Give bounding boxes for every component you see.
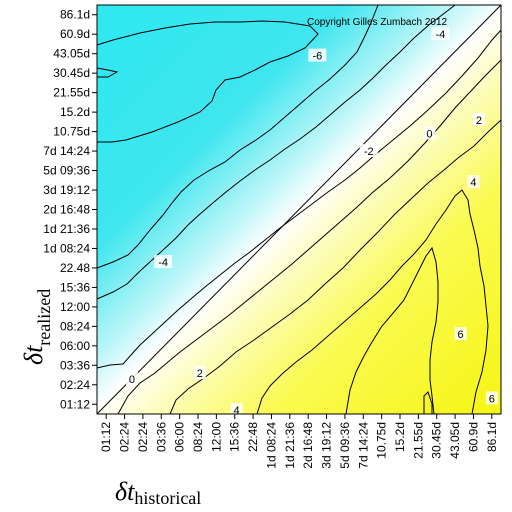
contour-label-bg — [308, 48, 327, 62]
contour-label: 0 — [129, 374, 135, 386]
contour-line — [169, 119, 502, 415]
contour-label-bg — [359, 144, 378, 158]
contour-label-bg — [125, 371, 138, 385]
x-tick-label: 43.05d — [448, 422, 462, 459]
svg-text:δthistorical: δthistorical — [115, 477, 201, 508]
y-tick-label: 15.2d — [60, 105, 90, 119]
y-tick-label: 06:00 — [60, 339, 90, 353]
x-axis-title-main: δt — [115, 477, 135, 506]
x-tick-label: 30.45d — [430, 422, 444, 459]
x-tick-label: 3d 19:12 — [320, 422, 334, 469]
contour-line — [96, 29, 502, 369]
y-axis-title-sub: realized — [34, 289, 54, 346]
y-tick-label: 1d 21:36 — [43, 222, 90, 236]
contour-labels: -4 -6 -2 0 2 4 -4 6 0 2 4 6 — [125, 27, 498, 417]
y-tick-label: 7d 14:24 — [43, 144, 90, 158]
contour-label-bg — [467, 175, 480, 189]
contour-label-bg — [230, 403, 243, 417]
y-tick-label: 03:36 — [60, 358, 90, 372]
contour-label: -4 — [436, 29, 446, 41]
svg-text:δtrealized: δtrealized — [19, 289, 54, 365]
y-tick-label: 5d 09:36 — [43, 164, 90, 178]
contour-label: 2 — [476, 115, 482, 127]
plot-area: -4 -6 -2 0 2 4 -4 6 0 2 4 6 Copyright Gilles Zumbac… — [96, 4, 502, 417]
contour-label: -4 — [158, 257, 168, 269]
y-tick-label: 12:00 — [60, 300, 90, 314]
x-tick-label: 10.75d — [375, 422, 389, 459]
x-tick-label: 22:48 — [246, 422, 260, 452]
x-tick-label: 02:24 — [118, 422, 132, 452]
y-tick-label: 21.55d — [53, 86, 90, 100]
contour-line — [117, 59, 502, 415]
y-tick-label: 1d 08:24 — [43, 241, 90, 255]
y-tick-label: 30.45d — [53, 66, 90, 80]
contour-label: 2 — [197, 368, 203, 380]
y-tick-label: 10.75d — [53, 125, 90, 139]
x-axis: 01:12 02:24 02:24 03:36 06:00 08:24 12:00 15:36… — [99, 414, 499, 469]
contour-label-bg — [193, 366, 206, 380]
contour-label: -2 — [364, 146, 374, 158]
y-tick-label: 02:24 — [60, 378, 90, 392]
x-tick-label: 15:36 — [228, 422, 242, 452]
y-tick-label: 60.9d — [60, 27, 90, 41]
contour-label: 6 — [458, 329, 464, 341]
x-tick-label: 01:12 — [99, 422, 113, 452]
contour-label-bg — [472, 112, 485, 126]
contour-label: 0 — [426, 129, 432, 141]
y-tick-label: 01:12 — [60, 397, 90, 411]
y-tick-label: 15:36 — [60, 280, 90, 294]
contour-label-bg — [454, 327, 467, 341]
x-tick-label: 86.1d — [485, 422, 499, 452]
x-tick-label: 12:00 — [209, 422, 223, 452]
y-tick-label: 86.1d — [60, 8, 90, 22]
x-tick-label: 7d 14:24 — [356, 422, 370, 469]
contour-line — [96, 67, 119, 78]
contour-label: -6 — [312, 51, 322, 63]
y-tick-label: 2d 16:48 — [43, 203, 90, 217]
copyright-text: Copyright Gilles Zumbach 2012 — [307, 17, 448, 28]
x-tick-label: 02:24 — [136, 422, 150, 452]
x-tick-label: 06:00 — [173, 422, 187, 452]
contour-label: 4 — [234, 405, 240, 417]
y-tick-label: 22.48 — [60, 261, 90, 275]
contour-label-bg — [485, 391, 498, 405]
y-tick-label: 43.05d — [53, 47, 90, 61]
contour-line — [256, 189, 489, 415]
contour-label-bg — [431, 27, 450, 41]
x-tick-label: 03:36 — [154, 422, 168, 452]
contour-label: 6 — [489, 393, 495, 405]
y-axis-title: δtrealized — [19, 289, 54, 365]
x-tick-label: 60.9d — [466, 422, 480, 452]
contour-line — [423, 391, 433, 414]
x-tick-label: 21.55d — [411, 422, 425, 459]
zero-diagonal-line — [96, 4, 502, 415]
contour-label: 4 — [470, 177, 476, 189]
contour-line — [345, 246, 439, 415]
contour-line — [96, 20, 319, 143]
x-axis-title: δthistorical — [115, 477, 201, 508]
y-axis: 86.1d 60.9d 43.05d 30.45d 21.55d 15.2d 10.75d 7… — [43, 8, 97, 411]
x-tick-label: 5d 09:36 — [338, 422, 352, 469]
x-tick-label: 1d 21:36 — [283, 422, 297, 469]
x-axis-title-sub: historical — [134, 488, 201, 508]
contour-label-bg — [423, 126, 436, 140]
y-tick-label: 3d 19:12 — [43, 183, 90, 197]
contour-label-bg — [154, 255, 173, 269]
y-axis-title-main: δt — [19, 345, 48, 365]
x-tick-label: 2d 16:48 — [301, 422, 315, 469]
x-tick-label: 1d 08:24 — [264, 422, 278, 469]
x-tick-label: 15.2d — [393, 422, 407, 452]
x-tick-label: 08:24 — [191, 422, 205, 452]
contour-line — [96, 4, 379, 269]
y-tick-label: 08:24 — [60, 319, 90, 333]
